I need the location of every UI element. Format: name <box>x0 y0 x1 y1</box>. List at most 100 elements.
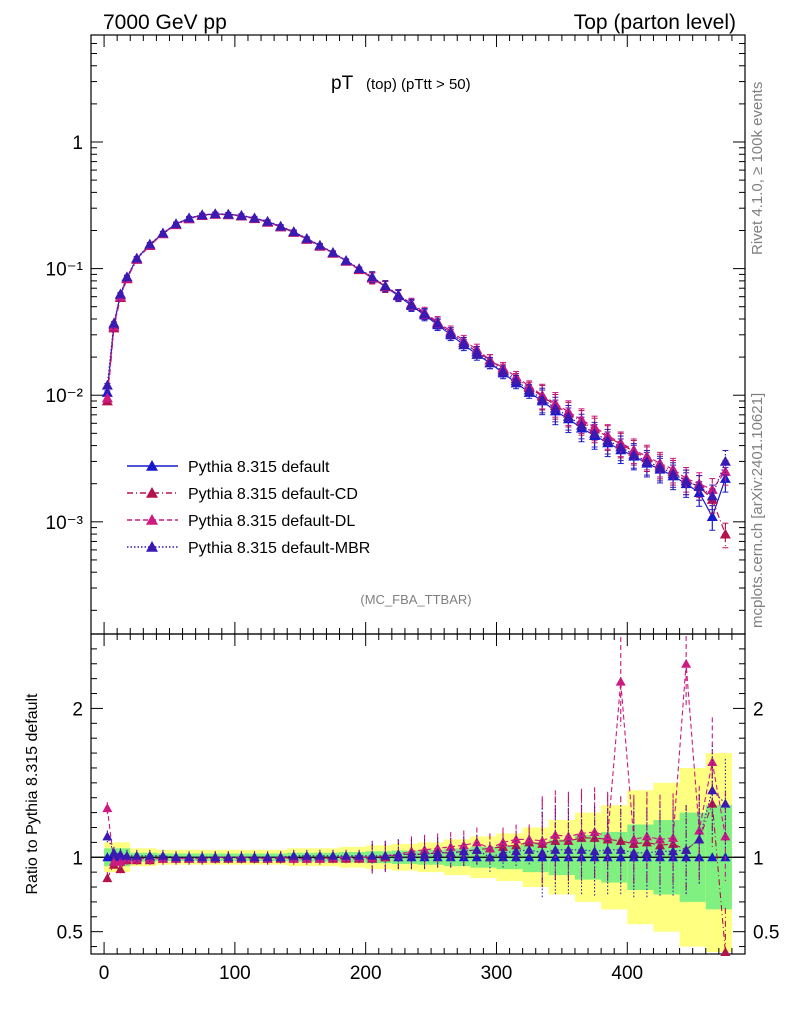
data-point <box>602 434 614 445</box>
data-point <box>667 468 679 479</box>
data-point <box>458 846 469 856</box>
data-point <box>222 208 234 219</box>
data-point <box>157 227 169 238</box>
data-point <box>101 379 113 390</box>
data-point <box>510 375 522 386</box>
data-point <box>720 798 731 808</box>
ratio-y-tick-label-left: 2 <box>72 699 83 720</box>
ratio-y-tick-label-left: 1 <box>72 848 83 869</box>
data-point <box>668 832 679 842</box>
data-point <box>419 308 431 319</box>
x-tick-label: 300 <box>481 963 513 984</box>
data-point <box>694 834 705 844</box>
data-point <box>157 850 168 860</box>
series-pythia-8-315-default <box>101 208 731 531</box>
data-point <box>432 317 444 328</box>
data-point <box>379 280 391 291</box>
mcplots-label: mcplots.cern.ch [arXiv:2401.10621] <box>749 393 766 628</box>
data-point <box>628 847 639 857</box>
data-point <box>707 785 718 795</box>
data-point <box>275 220 287 231</box>
data-point <box>366 271 378 282</box>
series-pythia-8-315-default-mbr <box>101 208 731 511</box>
main-series-group <box>101 208 731 549</box>
data-point <box>484 843 495 853</box>
data-point <box>628 834 639 844</box>
ratio-plot-panel: 0.5 0.5 1 1 2 2 Ratio to Pythia 8.315 default <box>24 633 779 956</box>
x-tick-label: 200 <box>350 963 382 984</box>
data-point <box>497 365 509 376</box>
data-point <box>445 327 457 338</box>
data-point <box>380 850 391 860</box>
data-point <box>341 850 352 860</box>
data-point <box>184 852 195 862</box>
data-point <box>668 846 679 856</box>
data-point <box>719 465 731 476</box>
data-point <box>262 215 274 226</box>
data-point <box>108 317 120 328</box>
legend-label: Pythia 8.315 default <box>188 459 330 476</box>
data-point <box>563 831 574 841</box>
data-point <box>615 676 626 686</box>
data-point <box>484 357 496 368</box>
data-point <box>681 658 692 668</box>
legend-marker <box>146 541 158 552</box>
data-point <box>719 455 731 466</box>
data-point <box>102 803 113 813</box>
rivet-label: Rivet 4.1.0, ≥ 100k events <box>749 82 766 255</box>
data-point <box>602 844 613 854</box>
data-point <box>197 852 208 862</box>
data-point <box>615 441 627 452</box>
data-point <box>210 852 221 862</box>
ratio-y-tick-label-left: 0.5 <box>57 923 83 944</box>
data-point <box>641 455 653 466</box>
main-plot-panel: 1 10⁻¹ 10⁻² 10⁻³ pT (top) (pTtt > 50) (MC_F… <box>46 34 746 635</box>
ratio-y-tick-label-right: 2 <box>753 699 764 720</box>
data-point <box>562 410 574 421</box>
data-point <box>432 847 443 857</box>
data-point <box>641 450 653 461</box>
data-point <box>720 831 731 841</box>
header-right: Top (parton level) <box>574 11 736 34</box>
data-point <box>681 844 692 854</box>
data-point <box>131 252 143 263</box>
data-point <box>144 238 156 249</box>
data-point <box>108 856 119 866</box>
y-tick-label: 1 <box>72 133 83 154</box>
data-point <box>196 209 208 220</box>
data-point <box>720 947 731 956</box>
data-point <box>523 384 535 395</box>
data-point <box>249 212 260 223</box>
data-point <box>445 847 456 857</box>
data-point <box>101 392 113 403</box>
data-point <box>367 850 378 860</box>
data-point <box>102 873 113 883</box>
data-point <box>511 846 522 856</box>
data-point <box>641 831 652 841</box>
data-point <box>406 849 417 859</box>
ratio-series-group <box>102 636 731 956</box>
data-point <box>121 850 132 860</box>
data-point <box>707 798 718 808</box>
data-point <box>419 849 430 859</box>
data-point <box>209 208 221 219</box>
data-point <box>537 847 548 857</box>
data-point <box>498 847 509 857</box>
data-point <box>654 846 665 856</box>
legend-label: Pythia 8.315 default-CD <box>188 486 358 503</box>
ratio-ylabel: Ratio to Pythia 8.315 default <box>24 693 41 895</box>
data-point <box>680 475 692 486</box>
data-point <box>524 844 535 854</box>
data-point <box>114 288 126 299</box>
plot-title-main: pT <box>331 73 354 94</box>
data-point <box>183 212 195 223</box>
data-point <box>615 844 626 854</box>
data-point <box>392 289 404 300</box>
data-point <box>706 490 718 501</box>
data-point <box>249 852 260 862</box>
data-point <box>458 337 470 348</box>
data-point <box>115 856 126 866</box>
data-point <box>471 837 482 847</box>
legend-marker <box>146 460 158 471</box>
